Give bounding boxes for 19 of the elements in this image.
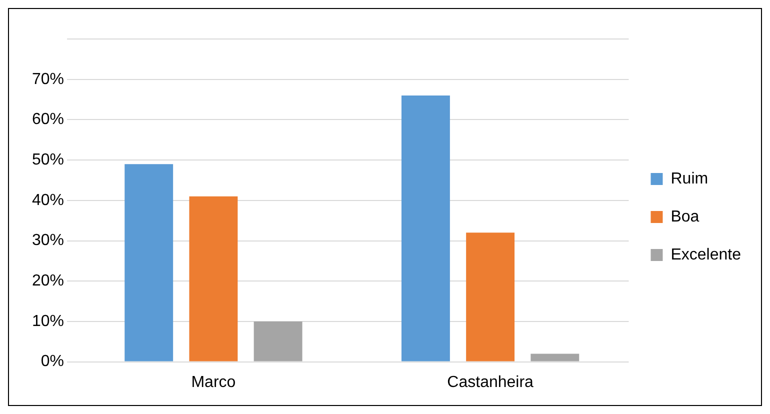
y-tick-label: 10% [32, 312, 64, 330]
y-tick-label: 20% [32, 272, 64, 290]
bar [189, 196, 238, 362]
bar [530, 354, 580, 362]
y-tick-label: 0% [40, 353, 64, 370]
y-tick-label: 40% [32, 192, 64, 209]
x-tick-label: Marco [191, 374, 236, 391]
y-tick-label: 60% [32, 111, 64, 128]
x-tick-label: Castanheira [447, 374, 534, 391]
y-tick-label: 30% [32, 232, 64, 250]
bar [401, 95, 450, 362]
legend-label: Boa [670, 208, 700, 226]
bar [254, 321, 302, 362]
legend-label: Excelente [670, 246, 742, 264]
bar [466, 232, 515, 362]
bar [124, 164, 174, 362]
y-tick-label: 70% [32, 70, 64, 88]
legend-label: Ruim [670, 170, 708, 188]
y-tick-label: 50% [32, 151, 64, 168]
